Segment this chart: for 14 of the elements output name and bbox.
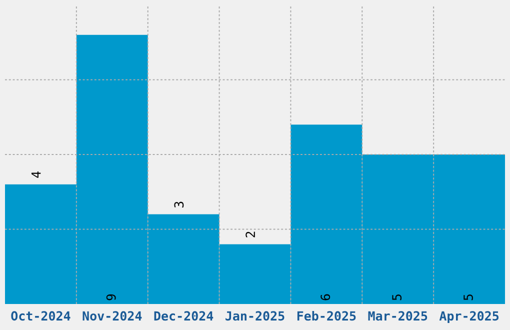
data-label: 2 — [246, 232, 255, 238]
x-tick-label: Nov-2024 — [82, 311, 142, 321]
data-label: 5 — [392, 294, 402, 300]
x-tick-label: Apr-2025 — [439, 311, 499, 324]
data-label: 4 — [32, 171, 41, 178]
data-label: 9 — [106, 294, 116, 300]
x-tick-label: Jan-2025 — [226, 311, 284, 321]
x-tick-label: Mar-2025 — [368, 311, 428, 321]
data-label: 3 — [174, 202, 184, 208]
x-tick-label: Oct-2024 — [11, 311, 70, 321]
data-label: 5 — [464, 294, 473, 300]
x-tick-label: Feb-2025 — [297, 310, 356, 321]
data-label: 6 — [320, 294, 330, 300]
x-tick-label: Dec-2024 — [154, 311, 214, 321]
